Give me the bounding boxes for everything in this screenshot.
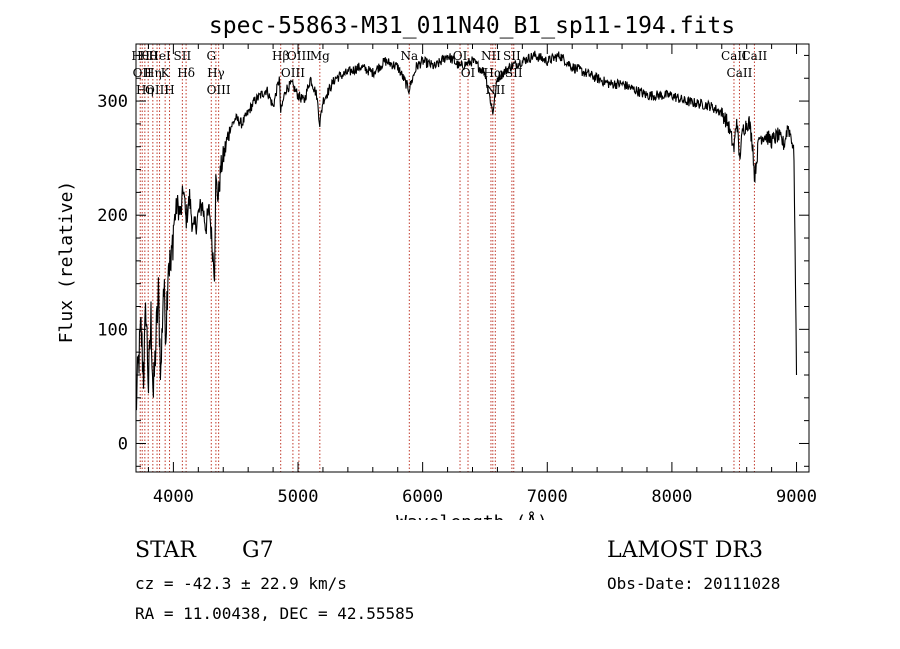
- survey-name: LAMOST DR3: [607, 538, 763, 563]
- y-tick-label: 300: [97, 92, 128, 112]
- x-tick-label: 8000: [651, 487, 692, 507]
- line-label: OI: [453, 49, 468, 63]
- line-label: SII: [174, 49, 192, 63]
- line-label: NII: [481, 49, 501, 63]
- line-label: Hδ: [177, 66, 195, 80]
- y-tick-label: 200: [97, 206, 128, 226]
- object-subclass: G7: [242, 538, 274, 563]
- x-tick-label: 9000: [776, 487, 817, 507]
- y-tick-label: 0: [118, 434, 128, 454]
- y-tick-label: 100: [97, 320, 128, 340]
- line-label: OII: [133, 66, 153, 80]
- line-label: Mg: [310, 49, 330, 63]
- line-label: CaII: [741, 49, 767, 63]
- x-tick-label: 6000: [402, 487, 443, 507]
- x-axis-label: Wavelength (Å): [396, 511, 548, 520]
- line-label: Hβ: [272, 49, 289, 63]
- object-class: STAR: [135, 538, 196, 563]
- line-label: Hα: [484, 66, 503, 80]
- line-label: OIII: [207, 83, 231, 97]
- line-label: HeI: [148, 49, 171, 63]
- line-label: Hη: [144, 66, 162, 80]
- line-label: CaII: [721, 49, 747, 63]
- chart-title: spec-55863-M31_011N40_B1_sp11-194.fits: [209, 13, 735, 39]
- plot-frame: [135, 43, 810, 473]
- line-label: OIII: [281, 66, 305, 80]
- coordinates: RA = 11.00438, DEC = 42.55585: [135, 604, 415, 623]
- spectral-line-labels: HθOIIHηHθHηOIIIHeIKHSIIHδGHγOIIIHβOIIIOI…: [131, 49, 767, 97]
- x-tick-label: 4000: [153, 487, 194, 507]
- y-axis-ticks: 0 100 200 300: [97, 54, 809, 467]
- spectral-line-markers: [139, 44, 755, 472]
- y-axis-label: Flux (relative): [56, 181, 77, 344]
- line-label: Hθ: [139, 49, 157, 63]
- redshift-velocity: cz = -42.3 ± 22.9 km/s: [135, 574, 347, 593]
- line-label: H: [164, 83, 174, 97]
- flux-series-line: [135, 50, 798, 411]
- line-label: Hγ: [207, 66, 225, 80]
- line-label: OIII: [145, 83, 169, 97]
- line-label: Hη: [136, 83, 154, 97]
- x-axis-ticks: 4000 5000 6000 7000 8000 9000: [147, 44, 817, 507]
- line-label: SII: [503, 49, 521, 63]
- line-label: K: [161, 66, 171, 80]
- line-label: SII: [505, 66, 523, 80]
- line-label: OIII: [287, 49, 311, 63]
- x-tick-label: 5000: [278, 487, 319, 507]
- x-tick-label: 7000: [527, 487, 568, 507]
- observation-date: Obs-Date: 20111028: [607, 574, 781, 593]
- line-label: CaII: [727, 66, 753, 80]
- line-label: Na: [400, 49, 418, 63]
- line-label: G: [206, 49, 216, 63]
- spectrum-chart: spec-55863-M31_011N40_B1_sp11-194.fits H…: [56, 13, 817, 520]
